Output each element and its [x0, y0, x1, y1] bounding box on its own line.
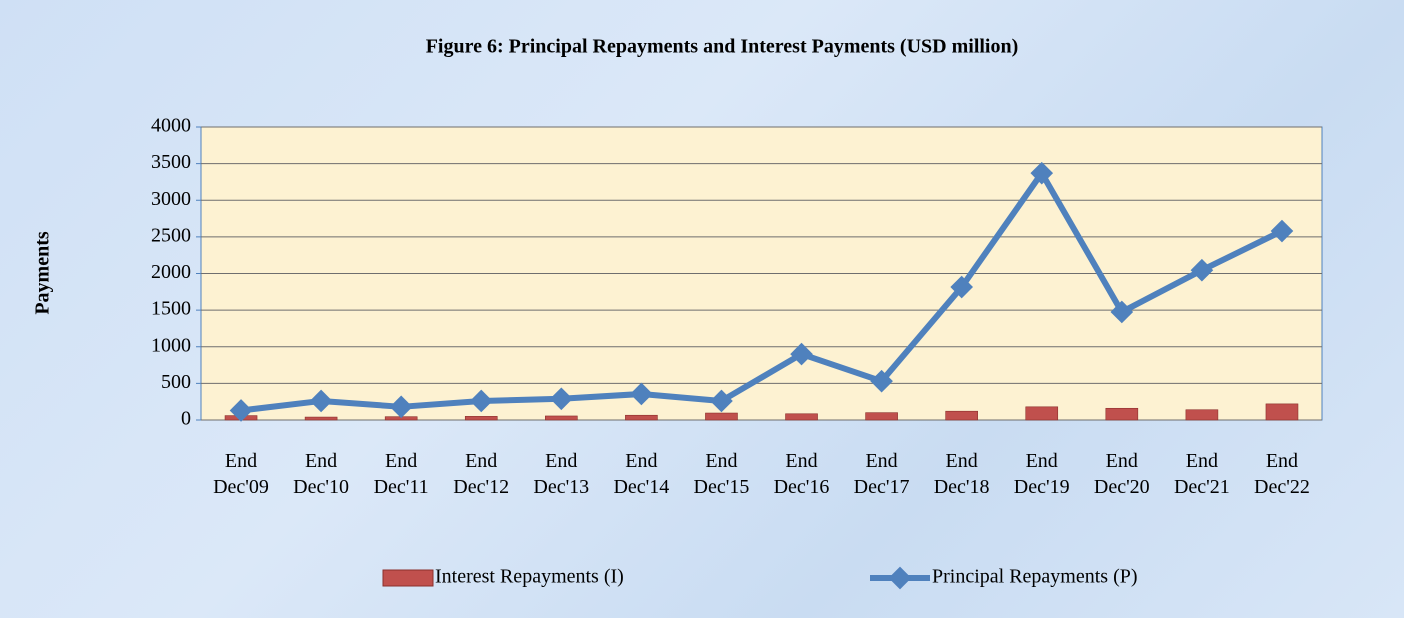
x-tick-label: End Dec'17 — [853, 450, 910, 498]
y-tick-label: 500 — [161, 371, 191, 393]
marker — [630, 382, 653, 406]
marker — [870, 369, 893, 393]
bar — [304, 416, 338, 421]
legend-swatch — [382, 569, 434, 587]
marker — [710, 389, 733, 413]
y-axis-label: Payments — [32, 231, 54, 315]
y-tick-label: 3000 — [151, 188, 191, 210]
x-tick-label: End Dec'12 — [453, 450, 510, 498]
marker — [389, 395, 413, 419]
bar — [1025, 406, 1059, 421]
bar — [705, 412, 738, 421]
bar — [785, 413, 818, 421]
marker — [790, 342, 813, 366]
x-tick-label: End Dec'20 — [1093, 450, 1150, 498]
legend-marker — [888, 566, 912, 590]
x-tick-label: End Dec'14 — [613, 450, 670, 498]
bar — [1185, 409, 1219, 421]
bar — [865, 412, 898, 421]
x-tick-label: End Dec'15 — [693, 450, 750, 498]
marker — [309, 389, 333, 413]
marker — [469, 389, 493, 413]
marker — [1110, 300, 1134, 324]
legend-label: Interest Repayments (I) — [435, 566, 624, 588]
bar — [945, 410, 978, 421]
x-tick-label: End Dec'19 — [1013, 450, 1070, 498]
y-tick-label: 1000 — [151, 334, 191, 356]
marker — [950, 275, 973, 299]
marker — [550, 387, 573, 411]
bar — [464, 416, 498, 421]
x-tick-label: End Dec'22 — [1254, 450, 1310, 498]
y-tick-label: 0 — [181, 408, 191, 430]
x-tick-label: End Dec'16 — [773, 450, 830, 498]
x-tick-label: End Dec'13 — [533, 450, 590, 498]
chart-title: Figure 6: Principal Repayments and Inter… — [426, 36, 1019, 58]
bar — [625, 414, 658, 421]
bar — [545, 415, 578, 421]
marker — [1190, 258, 1214, 282]
x-tick-label: End Dec'10 — [293, 450, 349, 498]
y-tick-label: 3500 — [151, 151, 191, 173]
y-tick-label: 4000 — [151, 115, 191, 137]
line — [240, 170, 1284, 414]
y-tick-label: 2500 — [151, 224, 191, 246]
legend-label: Principal Repayments (P) — [932, 566, 1138, 588]
x-tick-label: End Dec'21 — [1173, 450, 1230, 498]
bar — [1105, 407, 1139, 421]
y-tick-label: 2000 — [151, 261, 191, 283]
x-tick-label: End Dec'11 — [373, 450, 429, 498]
y-tick-label: 1500 — [151, 298, 191, 320]
bar — [1265, 403, 1299, 421]
x-tick-label: End Dec'18 — [933, 450, 990, 498]
x-tick-label: End Dec'09 — [213, 450, 269, 498]
